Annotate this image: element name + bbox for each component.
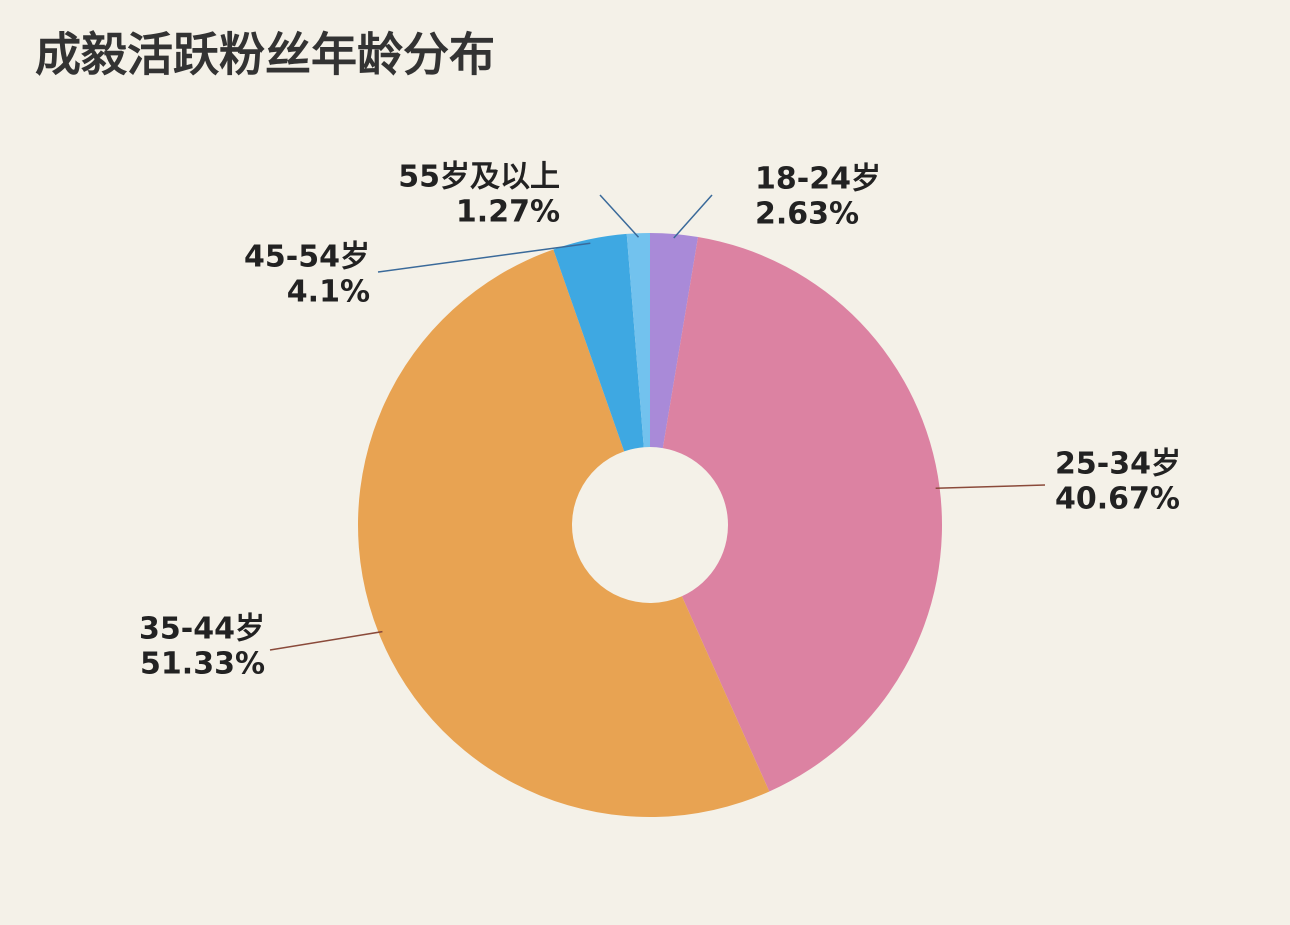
leader-line [377, 242, 591, 273]
chart-title: 成毅活跃粉丝年龄分布 [35, 28, 495, 82]
value-label: 51.33% [140, 647, 265, 682]
leader-line [599, 194, 640, 238]
donut-slice [357, 249, 770, 818]
category-label: 25-34岁 [1055, 447, 1181, 482]
leader-line [673, 194, 713, 239]
leader-line [935, 484, 1046, 490]
value-label: 4.1% [287, 275, 370, 310]
category-label: 45-54岁 [244, 240, 370, 275]
donut-slice [553, 233, 644, 452]
value-label: 40.67% [1055, 482, 1180, 517]
value-label: 1.27% [456, 195, 560, 230]
donut-slice [626, 233, 650, 448]
donut-slice [650, 233, 699, 449]
category-label: 55岁及以上 [398, 160, 560, 195]
leader-line [269, 630, 383, 651]
category-label: 35-44岁 [139, 612, 265, 647]
donut-slice [662, 236, 942, 792]
category-label: 18-24岁 [755, 162, 881, 197]
value-label: 2.63% [755, 197, 859, 232]
